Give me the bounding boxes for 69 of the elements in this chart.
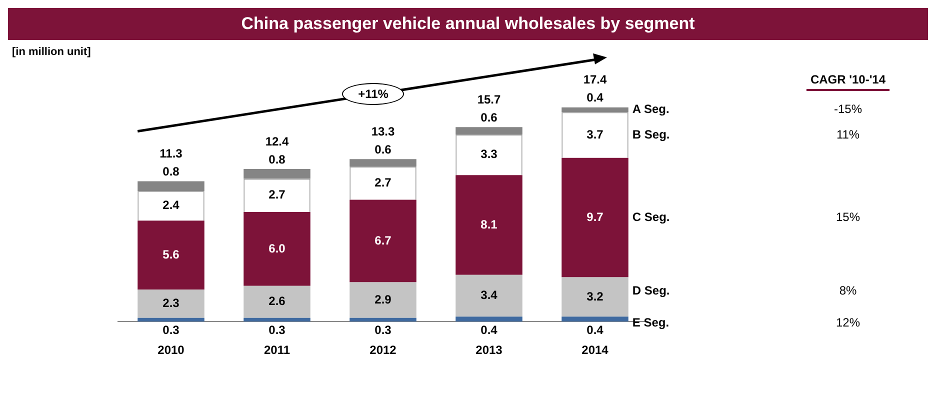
data-label: 3.2: [586, 289, 604, 304]
data-label: 2.4: [162, 198, 180, 212]
bar: [562, 277, 628, 317]
data-label: 2.7: [374, 175, 392, 190]
bar: [562, 158, 628, 278]
bar: [456, 127, 522, 134]
text: [in million unit]: [12, 46, 91, 58]
bar: [244, 318, 310, 322]
data-label: 0.8: [268, 152, 286, 166]
data-label: 8.1: [480, 217, 498, 232]
data-label: 2.9: [374, 292, 392, 306]
x-tick-label: 2013: [476, 343, 503, 358]
data-label: 0.6: [480, 110, 498, 124]
bar: [350, 318, 416, 322]
data-label: 5.6: [162, 247, 180, 262]
x-tick-label: 2011: [264, 343, 290, 358]
data-label: 0.8: [162, 164, 180, 179]
data-label: 2.7: [268, 188, 286, 202]
data-label: 6.0: [268, 241, 286, 256]
bar: [138, 181, 204, 192]
data-label: 0.3: [162, 322, 180, 337]
bar: [350, 159, 416, 166]
bar: [138, 318, 204, 322]
data-label: 0.6: [374, 142, 392, 156]
bar: [562, 107, 628, 112]
bar: [456, 175, 522, 275]
chart-title: China passenger vehicle annual wholesales by segment: [8, 8, 928, 40]
bar: [244, 286, 310, 318]
series-label: C Seg.: [632, 210, 670, 224]
x-tick-label: 2014: [582, 343, 609, 358]
text: 11%: [836, 127, 860, 142]
series-label: A Seg.: [632, 102, 670, 116]
text: 15%: [836, 210, 860, 224]
data-label: 0.3: [374, 322, 392, 337]
data-label: 3.3: [480, 147, 498, 162]
total-label: 12.4: [265, 134, 289, 148]
data-label: 3.4: [480, 288, 498, 302]
bar: [138, 290, 204, 318]
bar: [562, 316, 628, 322]
text: +11%: [342, 83, 404, 106]
data-label: 0.4: [586, 90, 604, 105]
text: -15%: [834, 102, 862, 116]
data-label: 2.6: [268, 294, 286, 308]
bar: [244, 168, 310, 179]
data-label: 3.7: [586, 127, 604, 142]
total-label: 17.4: [583, 72, 607, 87]
bar: [138, 220, 204, 290]
x-tick-label: 2010: [158, 343, 185, 358]
text: 8%: [839, 283, 857, 298]
data-label: 0.4: [586, 322, 604, 337]
series-label: D Seg.: [632, 283, 670, 298]
total-label: 15.7: [477, 92, 501, 106]
bar: [456, 274, 522, 317]
data-label: 2.3: [162, 296, 180, 310]
series-label: B Seg.: [632, 127, 670, 142]
data-label: 0.3: [268, 322, 286, 337]
bar: [456, 316, 522, 322]
bar: [244, 212, 310, 286]
total-label: 13.3: [371, 124, 395, 138]
total-label: 11.3: [160, 146, 183, 161]
bar: [350, 200, 416, 282]
data-label: 0.4: [480, 322, 498, 337]
x-tick-label: 2012: [370, 343, 397, 358]
bar: [350, 282, 416, 318]
data-label: 6.7: [374, 233, 392, 248]
text: CAGR '10-'14: [810, 72, 886, 86]
series-label: E Seg.: [632, 315, 670, 330]
data-label: 9.7: [586, 210, 604, 224]
text: 12%: [836, 315, 860, 330]
